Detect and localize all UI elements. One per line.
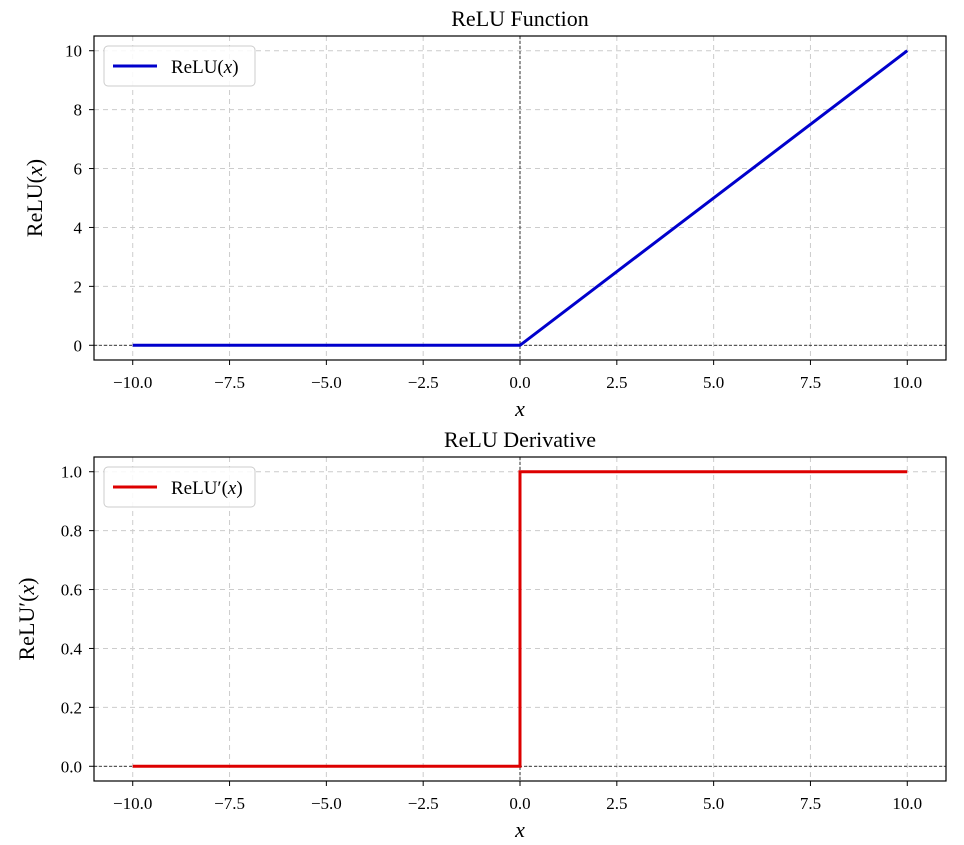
chart-panel-1: −10.0 −7.5 −5.0 −2.5 0.0 2.5 5.0 7.5 10.0 0 2 4 6 8 10… (22, 6, 947, 421)
chart-title: ReLU Derivative (444, 427, 596, 452)
x-tick-label: 10.0 (892, 373, 922, 392)
x-axis-label: x (514, 396, 525, 421)
series-line (132, 49, 909, 347)
series-line (132, 470, 908, 768)
legend-box (103, 466, 256, 508)
x-tick-label: 7.5 (800, 373, 821, 392)
y-axis-label: ReLU′(x) (14, 578, 39, 661)
y-tick-label: 0.8 (61, 522, 82, 541)
y-tick-label: 1.0 (61, 463, 82, 482)
legend-label: ReLU′(x) (171, 478, 243, 499)
x-tick-label: −7.5 (214, 794, 245, 813)
y-tick-label: 0.4 (61, 639, 83, 658)
y-tick-label: 4 (74, 218, 83, 237)
x-tick-label: 2.5 (606, 794, 627, 813)
x-tick-label: −7.5 (214, 373, 245, 392)
x-tick-label: −2.5 (408, 794, 439, 813)
x-tick-label: −10.0 (113, 794, 152, 813)
x-tick-label: 7.5 (800, 794, 821, 813)
y-tick-label: 8 (74, 101, 83, 120)
y-tick-label: 0.0 (61, 757, 82, 776)
y-axis-label: ReLU(x) (22, 159, 47, 237)
x-axis-label: x (514, 817, 525, 842)
x-tick-label: −5.0 (311, 794, 342, 813)
y-tick-label: 2 (74, 277, 83, 296)
x-tick-label: −5.0 (311, 373, 342, 392)
y-tick-label: 6 (74, 160, 83, 179)
chart-panel-2: −10.0 −7.5 −5.0 −2.5 0.0 2.5 5.0 7.5 10.0 0.0 0.2 0… (14, 427, 947, 842)
x-tick-label: 0.0 (509, 373, 530, 392)
chart-title: ReLU Function (451, 6, 589, 31)
x-tick-label: 5.0 (703, 373, 724, 392)
y-tick-label: 0.2 (61, 698, 82, 717)
y-tick-label: 0 (74, 336, 83, 355)
x-tick-label: 5.0 (703, 794, 724, 813)
x-tick-label: −10.0 (113, 373, 152, 392)
x-tick-label: 10.0 (892, 794, 922, 813)
legend-label: ReLU(x) (171, 57, 239, 78)
x-tick-label: 2.5 (606, 373, 627, 392)
y-tick-label: 0.6 (61, 581, 82, 600)
x-tick-label: −2.5 (408, 373, 439, 392)
y-tick-label: 10 (65, 42, 82, 61)
x-tick-label: 0.0 (509, 794, 530, 813)
legend-box (103, 45, 256, 87)
